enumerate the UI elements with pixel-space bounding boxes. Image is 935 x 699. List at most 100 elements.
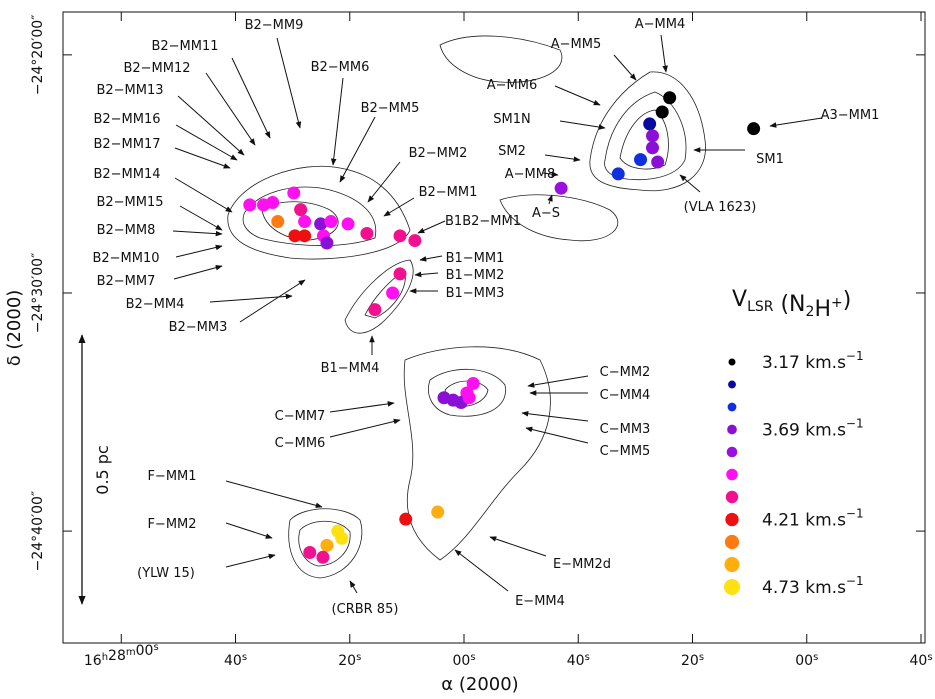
annotation: A−MM6 [487, 78, 538, 93]
annotation-arrow [205, 72, 256, 146]
annotation-arrow [489, 536, 547, 557]
core-marker [266, 195, 280, 209]
annotation-arrow [177, 95, 245, 156]
core-marker [287, 186, 301, 200]
annotation-arrow [527, 375, 589, 388]
annotation: F−MM1 [147, 469, 196, 484]
annotation-arrow [225, 553, 276, 568]
core-marker [316, 550, 330, 564]
annotation: B2−MM6 [311, 60, 370, 75]
annotation-arrow [383, 197, 415, 217]
core-marker [271, 215, 285, 229]
annotation: C−MM2 [600, 365, 651, 380]
annotation: B2−MM9 [245, 18, 304, 33]
annotation: B2−MM14 [93, 167, 160, 182]
annotation-arrow [414, 271, 439, 278]
core-marker [243, 198, 257, 212]
legend-title-part: + [831, 295, 843, 311]
annotation-arrow [679, 174, 701, 193]
x-tick-label: 00s [795, 652, 818, 669]
annotation-arrow [173, 264, 223, 280]
legend-title-part: ) [843, 288, 852, 313]
core-marker [643, 117, 657, 131]
x-tick-label: 00s [452, 652, 475, 669]
annotation: B2−MM4 [126, 297, 185, 312]
annotation-arrow [276, 37, 302, 129]
annotation-arrow [225, 522, 273, 539]
annotation-arrow [559, 120, 606, 130]
annotation: C−MM6 [275, 436, 326, 451]
legend-title-part: H [814, 297, 831, 322]
legend-dot [724, 534, 740, 550]
annotation-arrow [175, 244, 223, 258]
core-marker [360, 226, 374, 240]
annotation-arrow [329, 418, 401, 438]
core-marker [747, 122, 761, 136]
legend-label-sup: −1 [846, 349, 864, 363]
core-marker [320, 538, 334, 552]
core-marker [399, 512, 413, 526]
core-marker [303, 546, 317, 560]
legend-title-part: 2 [806, 304, 815, 320]
core-marker [314, 217, 328, 231]
x-axis-label: α (2000) [441, 674, 518, 695]
core-marker [651, 155, 665, 169]
annotation: A3−MM1 [821, 108, 880, 123]
annotation: (CRBR 85) [332, 602, 399, 617]
annotation-arrow [521, 410, 589, 422]
core-marker [634, 153, 648, 167]
annotation-arrow [239, 279, 306, 323]
annotation: A−MM8 [505, 167, 556, 182]
annotation: B2−MM12 [123, 61, 190, 76]
y-tick-label: −24°40′00″ [30, 491, 46, 572]
core-marker [393, 229, 407, 243]
scale-bar: 0.5 pc [78, 334, 112, 605]
legend-dot [724, 579, 740, 595]
core-marker [466, 376, 480, 390]
core-marker [298, 229, 312, 243]
annotation: SM2 [498, 144, 526, 159]
annotation: B2−MM11 [151, 39, 218, 54]
x-tick-label: 16h28m00s [84, 642, 159, 669]
core-marker [655, 105, 669, 119]
core-marker [646, 129, 660, 143]
legend-label-sup: −1 [846, 507, 864, 521]
core-marker [554, 181, 568, 195]
x-tick-label: 40s [909, 652, 932, 669]
annotation-arrow [525, 426, 589, 444]
core-marker [320, 236, 334, 250]
annotation-arrow [544, 154, 581, 162]
annotation-arrow [339, 116, 376, 183]
annotation: A−MM5 [551, 37, 602, 52]
legend-title: VLSR (N2H+) [732, 287, 851, 322]
core-marker [335, 531, 349, 545]
legend-label-sup: −1 [846, 417, 864, 431]
y-tick-label: −24°20′00″ [30, 15, 46, 96]
annotation: (VLA 1623) [684, 200, 757, 215]
annotation-arrow [174, 177, 233, 213]
core-marker [324, 215, 338, 229]
core-marker [437, 391, 451, 405]
x-tick-label: 40s [567, 652, 590, 669]
annotation: C−MM5 [600, 444, 651, 459]
annotation: B1−MM2 [446, 268, 505, 283]
core-marker [288, 229, 302, 243]
legend-dot [725, 512, 739, 527]
annotation: B1−MM1 [446, 251, 505, 266]
annotation-arrow [174, 147, 231, 169]
core-marker [646, 141, 660, 155]
annotation: F−MM2 [147, 517, 196, 532]
core-marker [298, 215, 312, 229]
legend-dot [725, 490, 739, 504]
annotation-arrow [613, 54, 637, 81]
annotation-arrow [225, 480, 323, 509]
y-tick-label: −24°30′00″ [30, 253, 46, 334]
legend-dot [727, 424, 737, 435]
x-tick-label: 20s [338, 652, 361, 669]
annotation-arrow [554, 85, 601, 106]
x-tick-label: 20s [681, 652, 704, 669]
legend-label-text: 4.21 km.s [762, 511, 846, 531]
annotation: B2−MM3 [169, 320, 228, 335]
annotation: C−MM4 [600, 388, 651, 403]
annotation: B1−MM3 [446, 286, 505, 301]
